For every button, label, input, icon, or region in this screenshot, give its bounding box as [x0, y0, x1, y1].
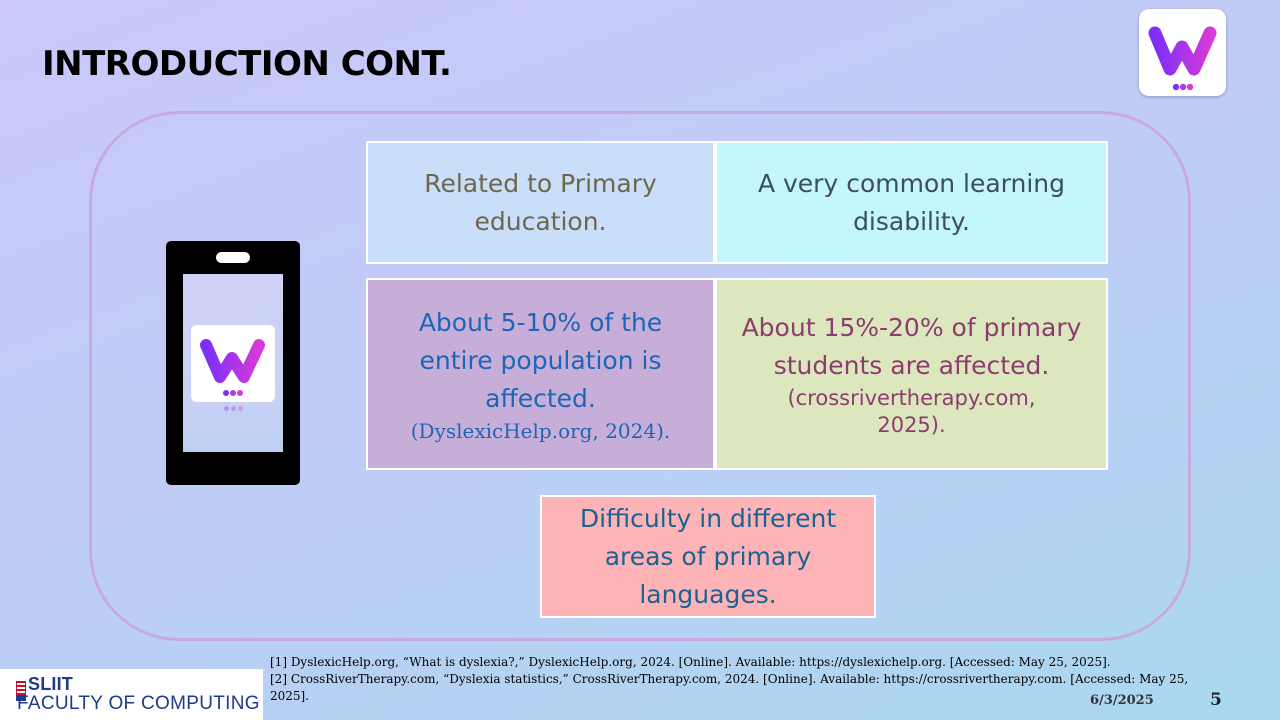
box-difficulty: Difficulty in different areas of primary…	[540, 495, 876, 618]
app-logo-w-icon	[1148, 26, 1217, 91]
faculty-name: FACULTY OF COMPUTING	[17, 693, 260, 714]
app-logo-tile	[1139, 9, 1226, 96]
sliit-faculty-logo: SLIIT FACULTY OF COMPUTING	[0, 669, 263, 720]
phone-logo-reflection	[224, 406, 243, 411]
slide-number: 5	[1210, 690, 1222, 710]
app-logo-w-icon	[200, 339, 265, 396]
slide-date: 6/3/2025	[1090, 693, 1154, 708]
phone-speaker	[216, 252, 250, 263]
reference-1: [1] DyslexicHelp.org, “What is dyslexia?…	[270, 655, 1111, 669]
box-population-citation: (DyslexicHelp.org, 2024).	[410, 418, 671, 443]
box-primary-education-text: Related to Primary education.	[424, 168, 657, 236]
reference-2: [2] CrossRiverTherapy.com, “Dyslexia sta…	[270, 672, 1189, 703]
box-difficulty-text: Difficulty in different areas of primary…	[579, 503, 837, 609]
box-primary-education: Related to Primary education.	[366, 141, 715, 264]
references: [1] DyslexicHelp.org, “What is dyslexia?…	[270, 654, 1230, 705]
sliit-name: SLIIT	[28, 674, 73, 694]
slide-title: INTRODUCTION CONT.	[42, 44, 452, 84]
box-common-disability-text: A very common learning disability.	[757, 168, 1066, 236]
box-students-stat: About 15%-20% of primary students are af…	[715, 278, 1108, 470]
box-common-disability: A very common learning disability.	[715, 141, 1108, 264]
content-frame	[89, 111, 1191, 641]
smartphone-icon	[166, 241, 300, 485]
phone-screen	[183, 274, 283, 452]
box-students-text: About 15%-20% of primary students are af…	[741, 313, 1082, 380]
box-population-stat: About 5-10% of the entire population is …	[366, 278, 715, 470]
box-population-text: About 5-10% of the entire population is …	[418, 307, 663, 413]
sliit-crest-icon	[16, 681, 26, 701]
box-students-citation: (crossrivertherapy.com, 2025).	[787, 386, 1036, 437]
phone-app-logo	[191, 325, 275, 402]
